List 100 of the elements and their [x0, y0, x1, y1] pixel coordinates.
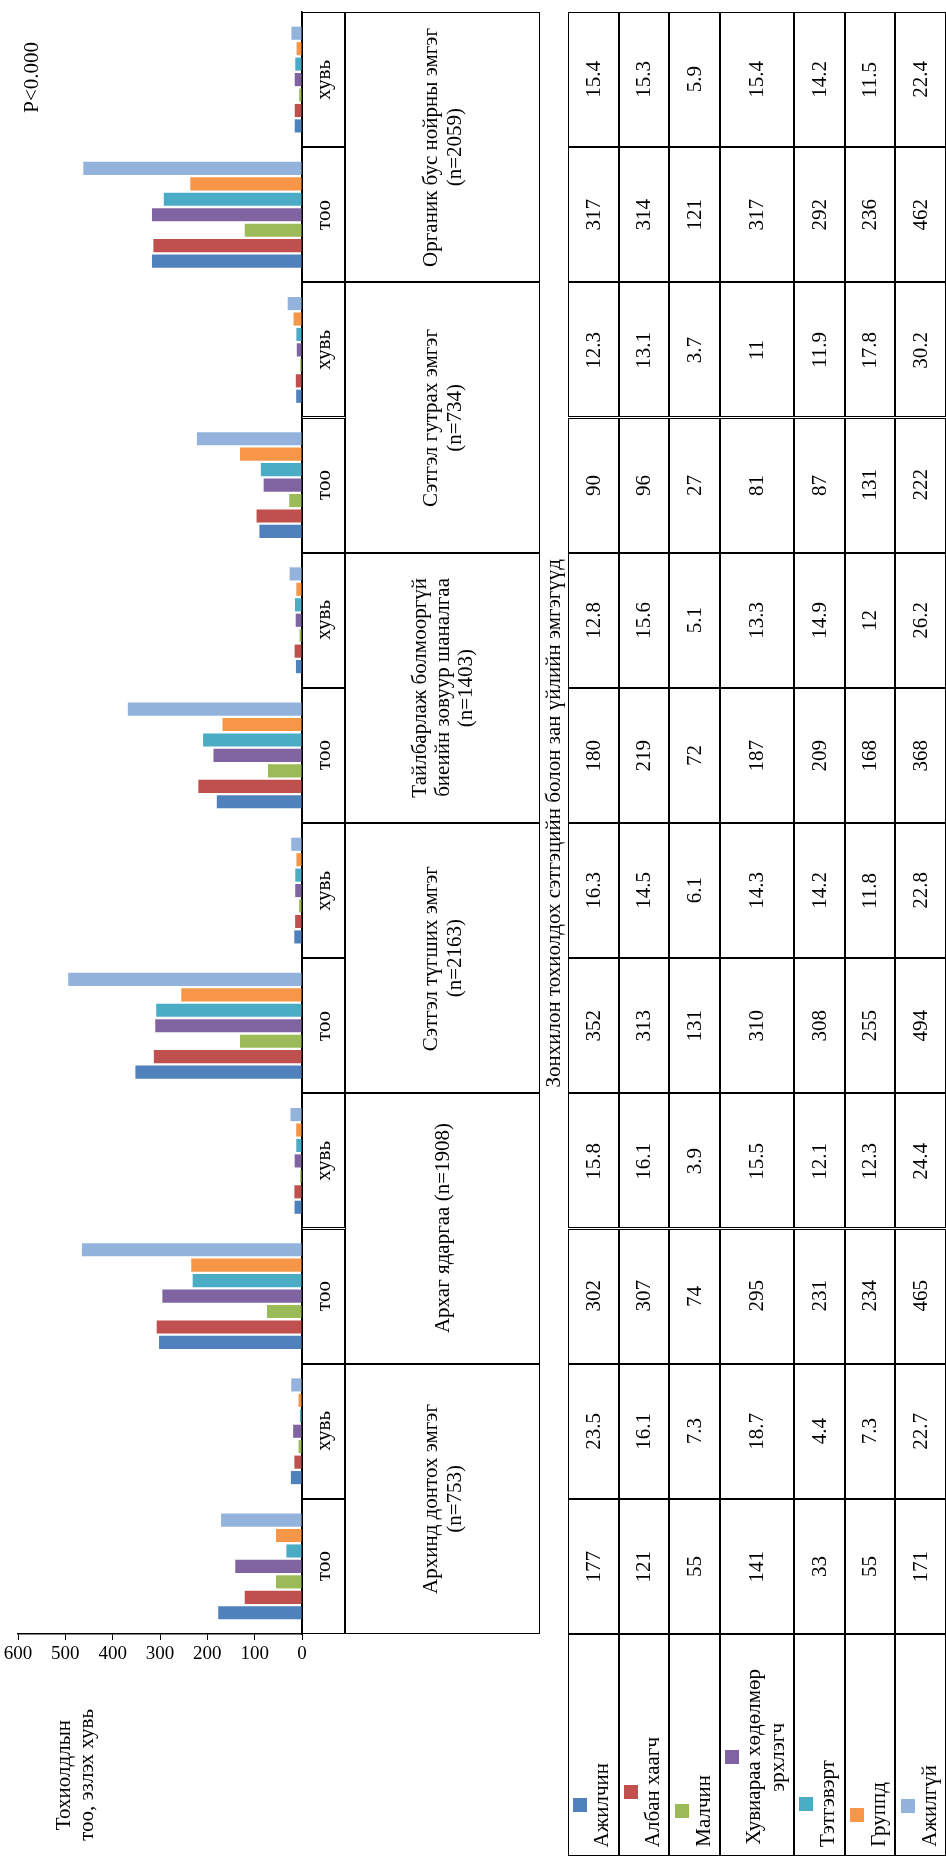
data-label: 17.8	[857, 331, 882, 369]
bar	[296, 42, 302, 56]
y-tick-label: тоо	[310, 470, 336, 501]
bar	[296, 1138, 302, 1153]
data-label: 121	[631, 1550, 656, 1583]
data-label: 352	[580, 1009, 605, 1042]
data-label: 22.7	[908, 1412, 933, 1450]
data-label: 131	[682, 1009, 707, 1042]
y-tick-label: хувь	[310, 330, 336, 370]
data-label: 3.9	[682, 1147, 707, 1175]
data-label: 22.8	[908, 872, 933, 909]
bar	[289, 567, 302, 581]
data-label: 15.4	[744, 61, 769, 98]
legend-label: Ажилчин	[589, 1762, 614, 1847]
bar	[294, 103, 302, 118]
bar	[263, 478, 302, 492]
data-label: 307	[631, 1280, 656, 1312]
data-label: 15.3	[631, 61, 656, 98]
y-tick-label: хувь	[310, 1141, 336, 1181]
data-label: 11.5	[857, 61, 882, 98]
bar	[294, 644, 302, 658]
bar	[239, 447, 302, 461]
bar	[290, 1108, 302, 1122]
bar	[293, 312, 302, 326]
bar	[135, 1065, 302, 1079]
data-label: 177	[580, 1550, 605, 1583]
bar	[295, 914, 302, 929]
bar	[68, 972, 302, 986]
data-label: 11.8	[857, 872, 882, 909]
bar	[275, 1528, 302, 1543]
data-label: 30.2	[908, 331, 933, 369]
legend-label: Ажилгүй	[916, 1765, 941, 1847]
bar	[127, 702, 302, 716]
bar	[295, 613, 302, 627]
y-tick-label: хувь	[310, 1411, 336, 1452]
data-label: 12.8	[580, 601, 605, 639]
text: Архаг ядаргаа (n=1908)	[429, 1123, 455, 1334]
data-label: 55	[682, 1555, 707, 1577]
data-label: 368	[908, 739, 933, 772]
legend-label: Малчин	[690, 1775, 715, 1847]
data-label: 16.1	[631, 1142, 656, 1180]
bar	[287, 297, 302, 311]
bar	[294, 1200, 302, 1214]
bar	[213, 748, 302, 762]
data-label: 33	[806, 1555, 831, 1577]
legend-label: Хувиараа хөдөлмөр эрхлэгч	[741, 1668, 789, 1847]
data-label: 255	[857, 1009, 882, 1042]
data-label: 187	[744, 739, 769, 772]
bar	[267, 764, 302, 778]
data-label: 222	[908, 469, 933, 501]
data-label: 55	[857, 1555, 882, 1577]
bar	[295, 868, 302, 882]
text: Тохиолдлын тоо, эзлэх хувь	[50, 1708, 99, 1843]
data-label: 310	[744, 1009, 769, 1042]
data-label: 72	[682, 744, 707, 766]
data-label: 7.3	[857, 1418, 882, 1445]
data-label: 96	[631, 474, 656, 496]
bar	[153, 1050, 302, 1064]
data-label: 302	[580, 1280, 605, 1312]
x-tick-label: 500	[51, 1642, 80, 1664]
y-tick-label: хувь	[310, 870, 336, 911]
bar	[295, 57, 302, 71]
y-tick-label: хувь	[310, 600, 336, 641]
bar	[295, 660, 302, 674]
data-label: 26.2	[908, 601, 933, 639]
y-tick-label: тоо	[310, 199, 336, 230]
bar	[221, 1513, 302, 1527]
data-label: 171	[908, 1550, 933, 1583]
annotation: P<0.000	[19, 41, 44, 113]
data-label: 5.1	[682, 607, 707, 634]
bar	[156, 1003, 302, 1017]
legend-label: Группд	[865, 1782, 891, 1847]
bar	[256, 509, 302, 523]
text: Сэтгэл гутрах эмгэг (n=734)	[418, 327, 466, 509]
legend-label: Тэтгэвэрт	[815, 1760, 840, 1847]
data-label: 15.6	[631, 601, 656, 639]
y-tick-label: тоо	[310, 1551, 336, 1582]
bar	[299, 899, 302, 913]
data-label: 131	[857, 469, 882, 501]
bar	[159, 1335, 302, 1349]
data-label: 219	[631, 739, 656, 772]
bar	[296, 327, 302, 342]
bar	[153, 239, 302, 253]
bar	[81, 1243, 302, 1257]
data-label: 87	[806, 474, 831, 496]
data-label: 141	[744, 1550, 769, 1583]
x-tick-label: 300	[145, 1642, 175, 1664]
legend-label: Албан хаагч	[639, 1736, 665, 1847]
bar	[155, 1019, 302, 1033]
data-label: 12.3	[580, 331, 605, 369]
data-label: 465	[908, 1280, 933, 1312]
data-label: 24.4	[908, 1142, 933, 1180]
data-label: 308	[806, 1009, 831, 1042]
data-label: 11.9	[806, 331, 831, 368]
y-tick-label: тоо	[310, 1281, 336, 1312]
bar	[275, 1575, 302, 1589]
bar	[290, 1471, 302, 1485]
data-label: 22.4	[908, 61, 933, 98]
bar	[218, 1606, 302, 1620]
data-label: 121	[682, 198, 707, 231]
